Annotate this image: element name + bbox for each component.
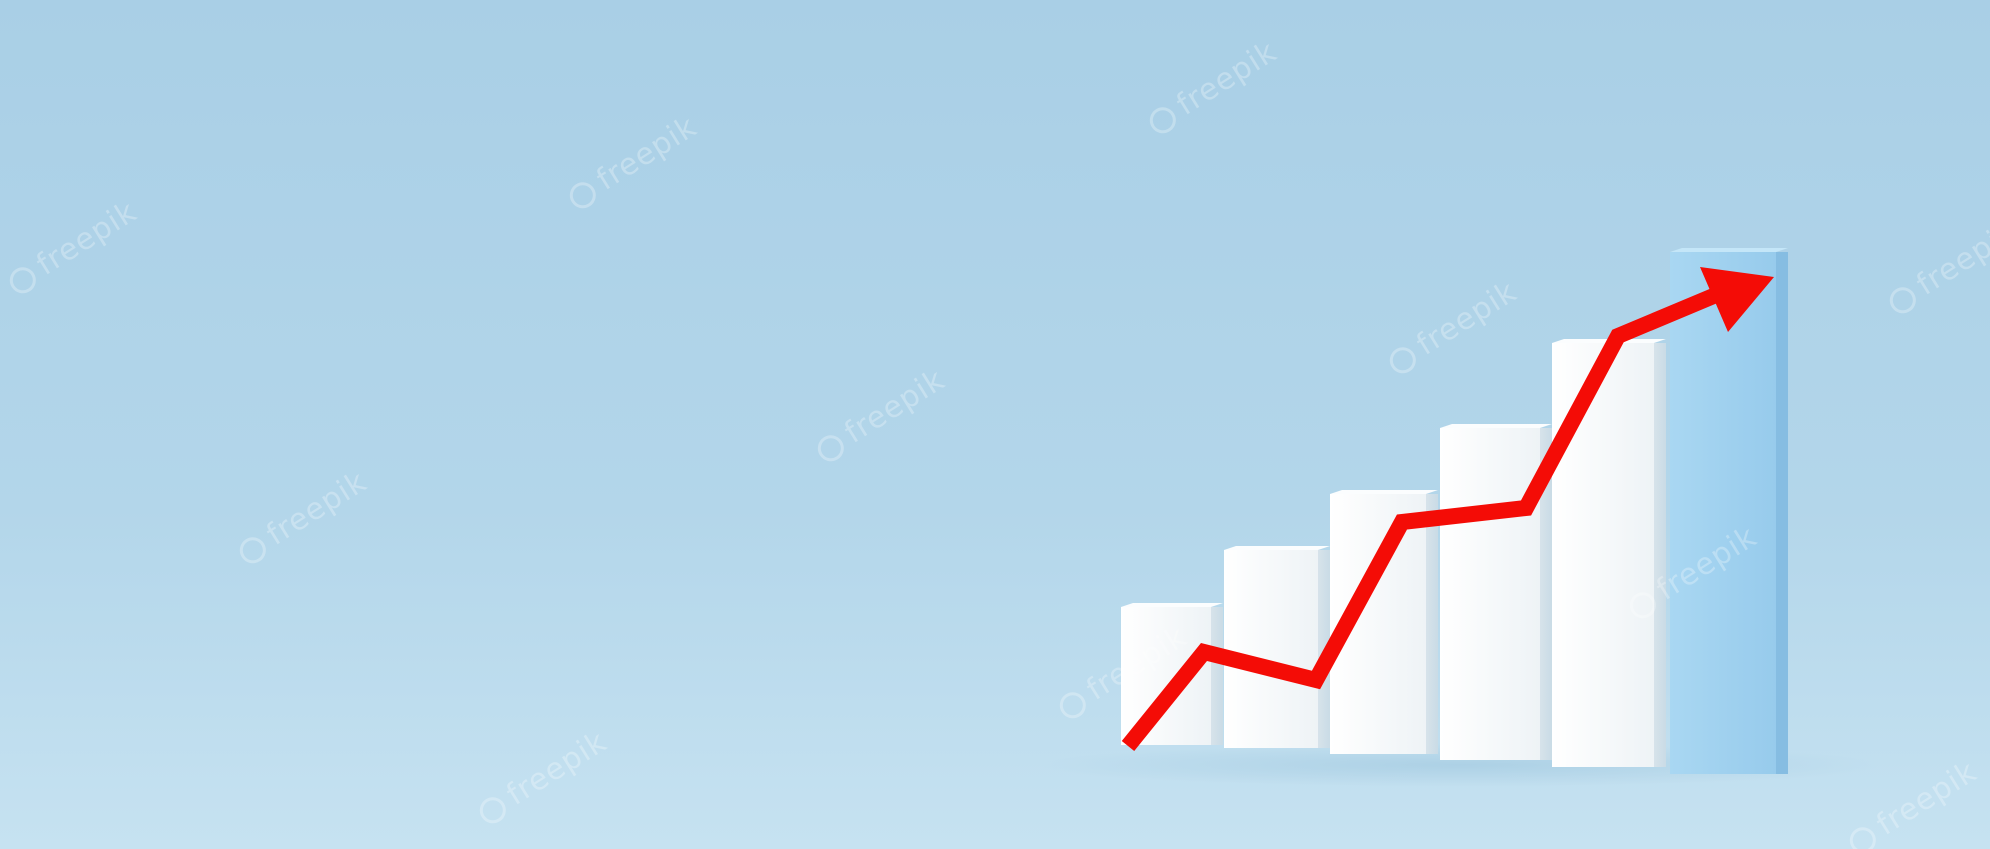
- bar-2: [1224, 546, 1330, 748]
- trend-up-arrow-icon: [1121, 267, 1774, 752]
- bar-6-highlight: [1670, 248, 1788, 774]
- bar-4: [1440, 424, 1552, 760]
- bar-1: [1121, 603, 1223, 745]
- bar-5: [1552, 339, 1666, 767]
